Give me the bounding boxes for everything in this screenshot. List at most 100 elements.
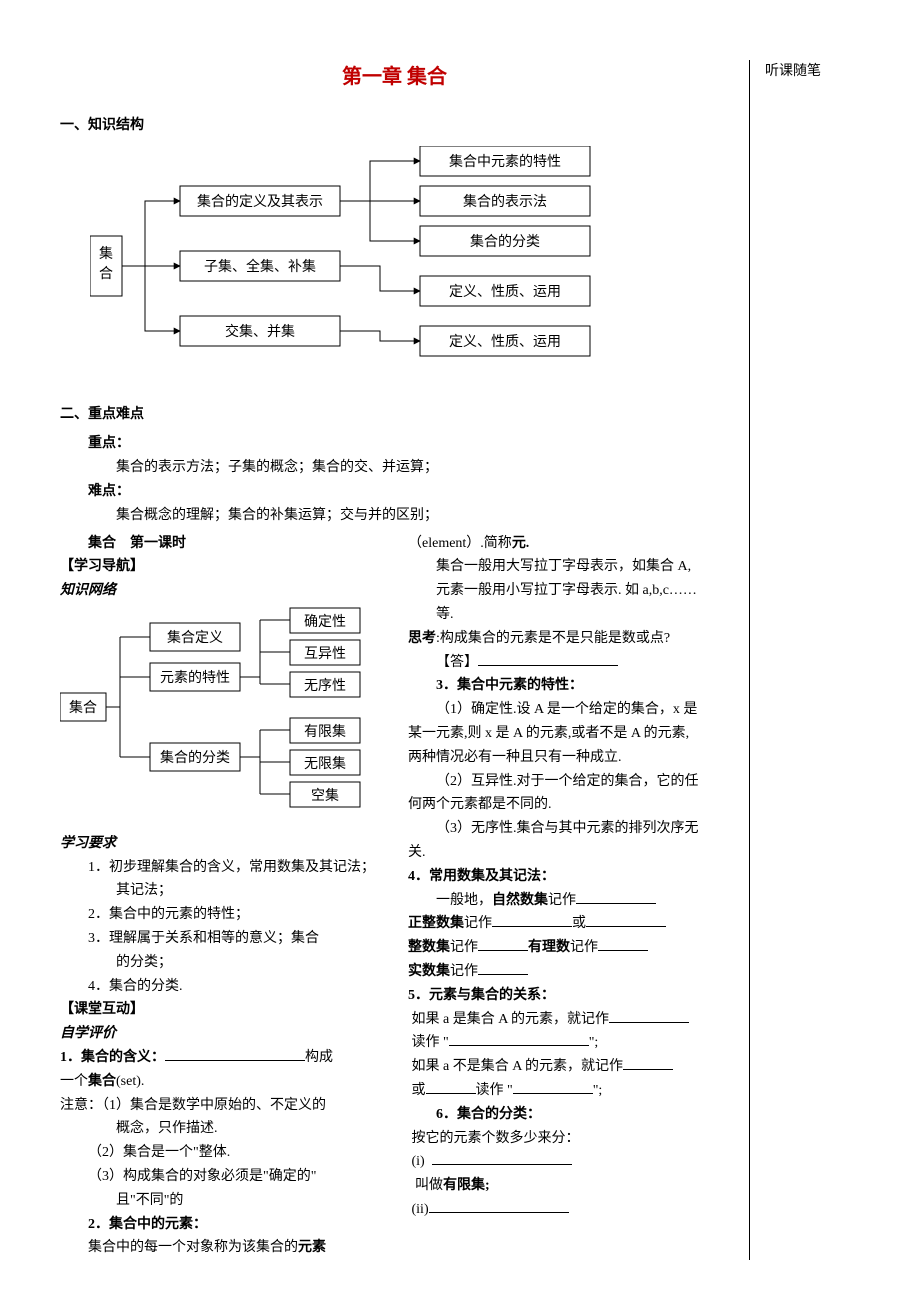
point-3-head: 3．集合中元素的特性： [436, 674, 729, 698]
p3-3: （3）无序性.集合与其中元素的排列次序无 [436, 817, 729, 841]
set-upper: 集合一般用大写拉丁字母表示，如集合 A, [436, 555, 729, 579]
study-requirements-title: 学习要求 [60, 832, 390, 856]
req-3: 3．理解属于关系和相等的意义；集合 [88, 927, 390, 951]
point-4-head: 4．常用数集及其记法： [408, 865, 729, 889]
svg-text:集合的分类: 集合的分类 [160, 749, 230, 766]
blank-line[interactable] [432, 1151, 572, 1165]
blank-line[interactable] [623, 1056, 673, 1070]
p3-2b: 何两个元素都是不同的. [408, 793, 729, 817]
svg-text:交集、并集: 交集、并集 [225, 323, 295, 340]
p4-line4: 实数集记作 [408, 960, 729, 984]
p6-text: 按它的元素个数多少来分： [408, 1127, 729, 1151]
blank-line[interactable] [478, 652, 618, 666]
two-column-section: 集合 第一课时 【学习导航】 知识网络 集合 集合定义 元素的特性 集合的 [60, 532, 729, 1261]
side-column: 听课随笔 [750, 60, 880, 1260]
blank-line[interactable] [586, 913, 666, 927]
elem-lower-b: 等. [436, 603, 729, 627]
lecture-notes-label: 听课随笔 [765, 60, 880, 84]
svg-text:定义、性质、运用: 定义、性质、运用 [449, 284, 561, 300]
svg-text:集合的表示法: 集合的表示法 [463, 193, 547, 210]
svg-text:集合定义: 集合定义 [167, 629, 223, 646]
note-3b: 且"不同"的 [116, 1189, 390, 1213]
right-column: （element）.简称元. 集合一般用大写拉丁字母表示，如集合 A, 元素一般… [408, 532, 729, 1261]
svg-text:元素的特性: 元素的特性 [160, 670, 230, 686]
key-points-text: 集合的表示方法；子集的概念；集合的交、并运算； [116, 456, 729, 480]
note-2: （2）集合是一个"整体. [88, 1141, 390, 1165]
chapter-title: 第一章 集合 [60, 60, 729, 94]
p4-line2: 正整数集记作或 [408, 912, 729, 936]
p3-1b: 某一元素,则 x 是 A 的元素,或者不是 A 的元素, [408, 722, 729, 746]
section-1-heading: 一、知识结构 [60, 114, 729, 138]
p3-3b: 关. [408, 841, 729, 865]
p5-4: 或读作 ""; [408, 1079, 729, 1103]
point-2-head: 2．集合中的元素： [88, 1213, 390, 1237]
blank-line[interactable] [429, 1199, 569, 1213]
req-2: 2．集合中的元素的特性； [88, 903, 390, 927]
left-column: 集合 第一课时 【学习导航】 知识网络 集合 集合定义 元素的特性 集合的 [60, 532, 390, 1261]
svg-text:确定性: 确定性 [304, 614, 346, 630]
knowledge-structure-diagram: 集 合 集合的定义及其表示 子集、全集、补集 交集、并集 集合中元素的特性 集合… [90, 146, 729, 395]
p3-1c: 两种情况必有一种且只有一种成立. [408, 746, 729, 770]
nav-title: 【学习导航】 [60, 555, 390, 579]
blank-line[interactable] [492, 913, 572, 927]
note-1b: 概念，只作描述. [116, 1117, 390, 1141]
p4-line1: 一般地，自然数集记作 [436, 889, 729, 913]
blank-line[interactable] [426, 1080, 476, 1094]
svg-text:有限集: 有限集 [304, 723, 346, 740]
svg-text:集合的分类: 集合的分类 [470, 233, 540, 250]
blank-line[interactable] [478, 937, 528, 951]
req-3b: 的分类； [116, 951, 390, 975]
knowledge-network-diagram: 集合 集合定义 元素的特性 集合的分类 确定性 互异性 [60, 603, 390, 832]
p6-ib: 叫做有限集; [408, 1174, 729, 1198]
elem-lower: 元素一般用小写拉丁字母表示. 如 a,b,c…… [436, 579, 729, 603]
p3-1: （1）确定性.设 A 是一个给定的集合，x 是 [436, 698, 729, 722]
svg-text:集合的定义及其表示: 集合的定义及其表示 [197, 193, 323, 210]
answer-line: 【答】 [436, 651, 729, 675]
p5-3: 如果 a 不是集合 A 的元素，就记作 [408, 1055, 729, 1079]
p3-2: （2）互异性.对于一个给定的集合，它的任 [436, 770, 729, 794]
p6-ii: (ii) [408, 1198, 729, 1222]
blank-line[interactable] [576, 890, 656, 904]
blank-line[interactable] [478, 961, 528, 975]
difficult-points-label: 难点： [88, 480, 729, 504]
key-points-label: 重点： [88, 432, 729, 456]
svg-text:空集: 空集 [311, 787, 339, 804]
svg-text:定义、性质、运用: 定义、性质、运用 [449, 334, 561, 350]
self-eval-title: 自学评价 [60, 1022, 390, 1046]
point-2-text: 集合中的每一个对象称为该集合的元素 [88, 1236, 390, 1260]
point-1-line2: 一个集合(set). [60, 1070, 390, 1094]
note-3: （3）构成集合的对象必须是"确定的" [88, 1165, 390, 1189]
svg-text:合: 合 [99, 266, 113, 282]
blank-line[interactable] [513, 1080, 593, 1094]
req-1: 1．初步理解集合的含义，常用数集及其记法； [88, 856, 390, 880]
svg-text:无序性: 无序性 [304, 678, 346, 694]
blank-line[interactable] [609, 1009, 689, 1023]
svg-text:子集、全集、补集: 子集、全集、补集 [204, 258, 316, 275]
point-1: 1．集合的含义：构成 [60, 1046, 390, 1070]
knowledge-network-title: 知识网络 [60, 579, 390, 603]
req-1b: 其记法； [116, 879, 390, 903]
element-en: （element）.简称元. [408, 532, 729, 556]
p5-2: 读作 ""; [408, 1031, 729, 1055]
blank-line[interactable] [598, 937, 648, 951]
svg-text:集合: 集合 [69, 699, 97, 716]
svg-text:集: 集 [99, 245, 113, 262]
svg-text:无限集: 无限集 [304, 755, 346, 772]
page-root: 第一章 集合 一、知识结构 集 合 集合的定义及其表示 子集、全集、补集 [60, 60, 880, 1260]
point-6-head: 6．集合的分类： [436, 1103, 729, 1127]
p5-1: 如果 a 是集合 A 的元素，就记作 [408, 1008, 729, 1032]
note-1: 注意：（1）集合是数学中原始的、不定义的 [60, 1094, 390, 1118]
difficult-points-text: 集合概念的理解；集合的补集运算；交与并的区别； [116, 504, 729, 528]
point-5-head: 5．元素与集合的关系： [408, 984, 729, 1008]
p6-i: (i) [408, 1150, 729, 1174]
section-2-heading: 二、重点难点 [60, 403, 729, 427]
p4-line3: 整数集记作有理数记作 [408, 936, 729, 960]
classroom-interaction-title: 【课堂互动】 [60, 998, 390, 1022]
blank-line[interactable] [449, 1032, 589, 1046]
svg-text:集合中元素的特性: 集合中元素的特性 [449, 153, 561, 170]
blank-line[interactable] [165, 1047, 305, 1061]
lesson-title: 集合 第一课时 [88, 532, 390, 556]
think-line: 思考:构成集合的元素是不是只能是数或点? [408, 627, 729, 651]
main-column: 第一章 集合 一、知识结构 集 合 集合的定义及其表示 子集、全集、补集 [60, 60, 750, 1260]
req-4: 4．集合的分类. [88, 975, 390, 999]
